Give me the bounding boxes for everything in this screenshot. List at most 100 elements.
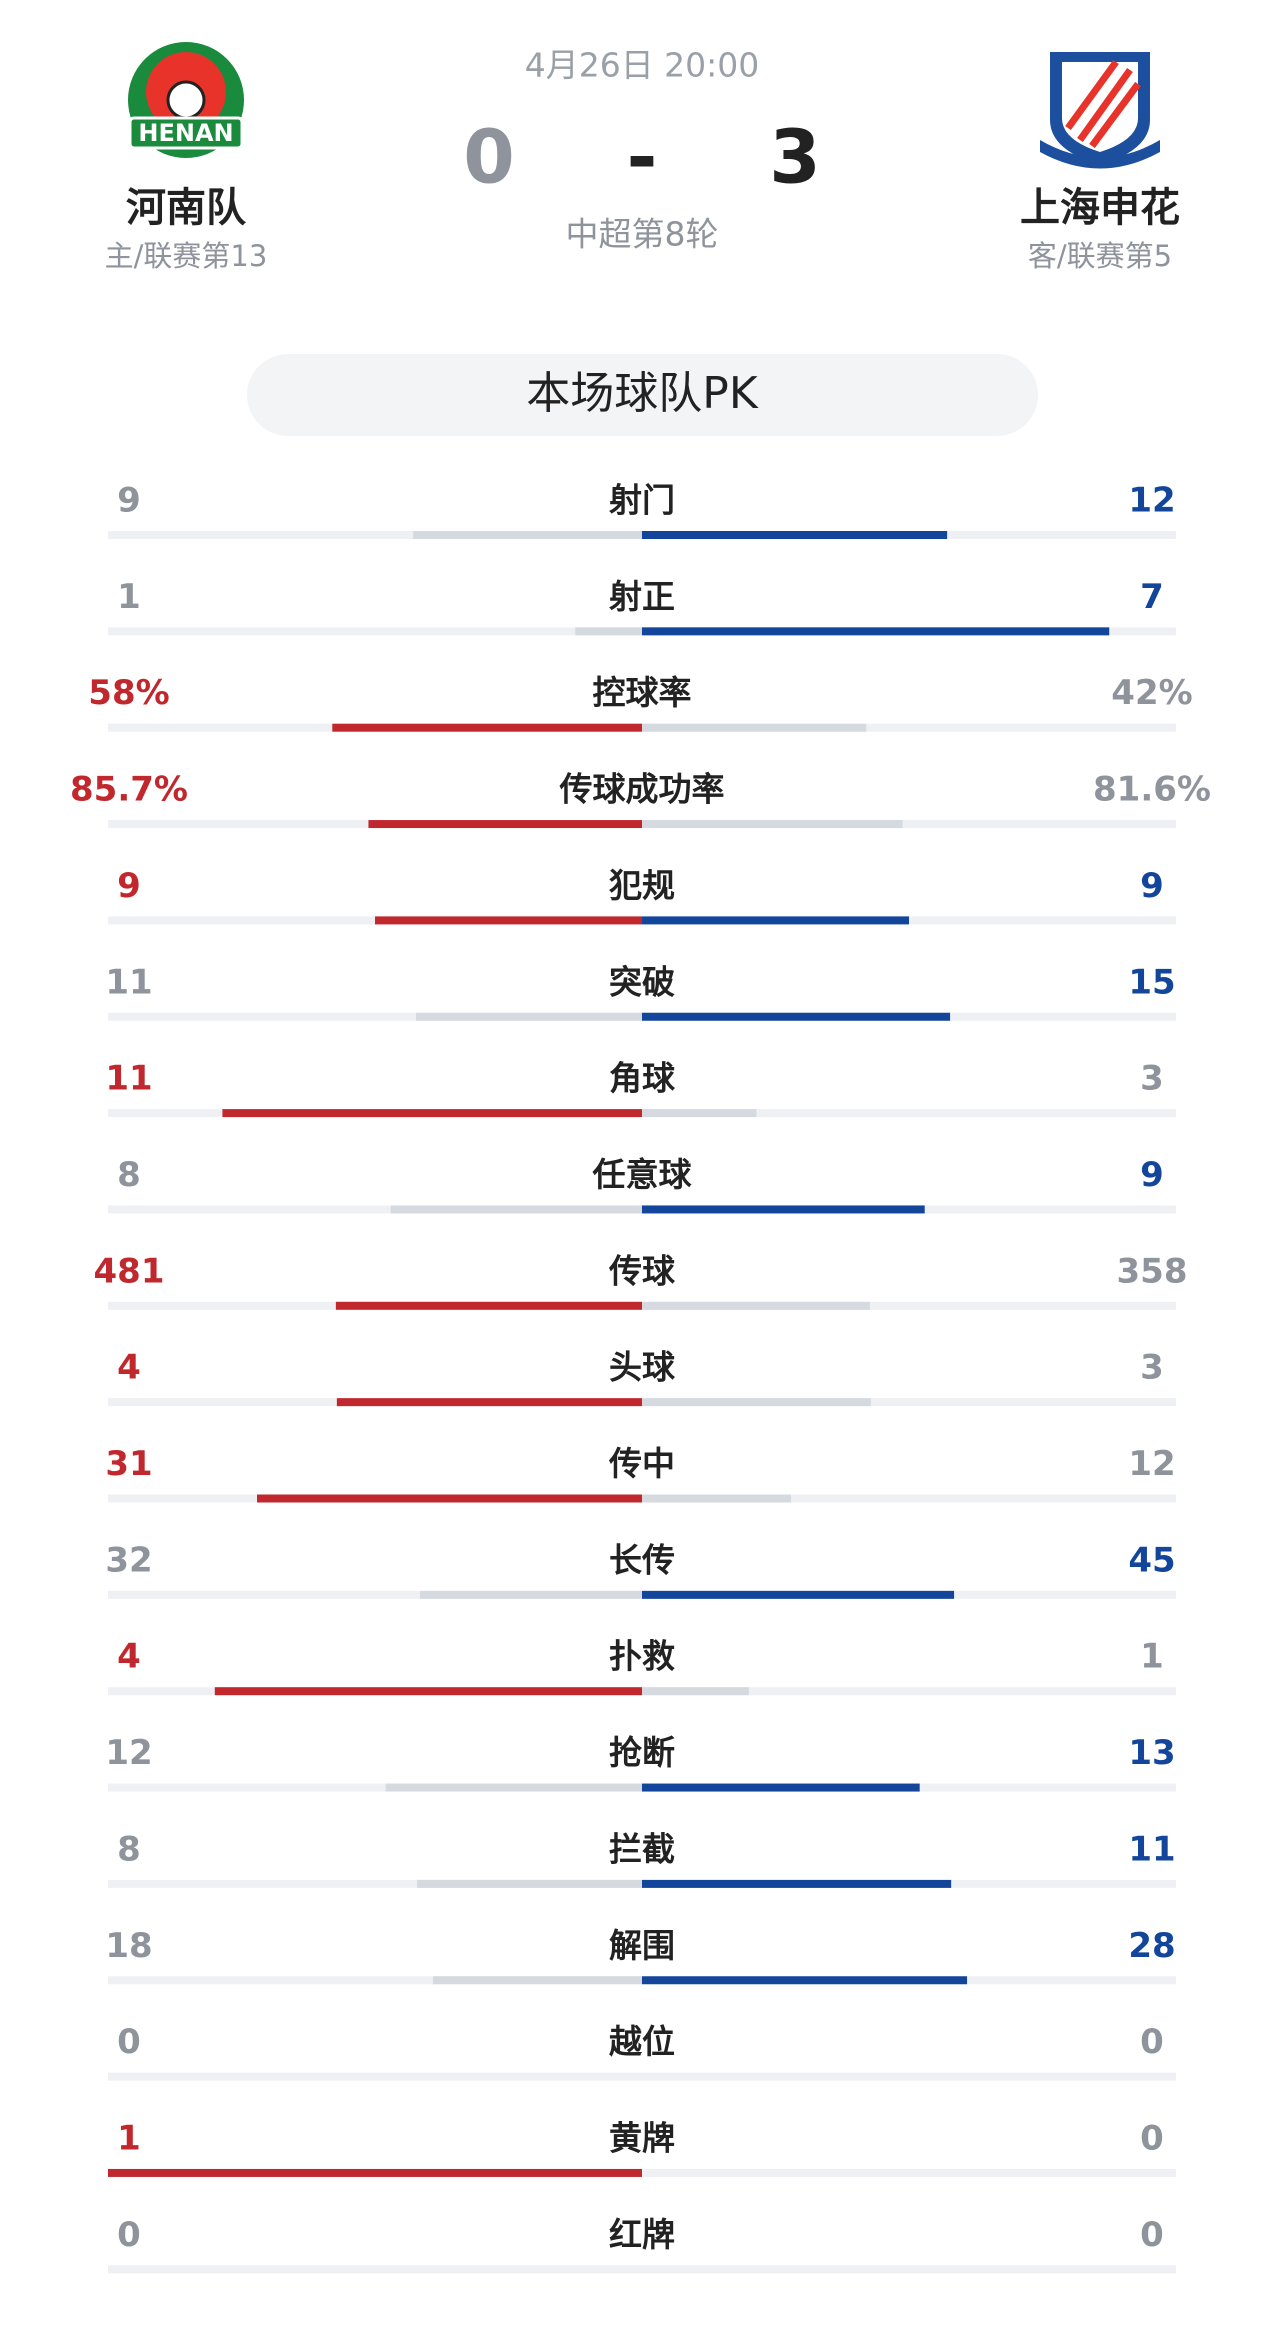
home-bar	[332, 723, 642, 732]
home-value: 11	[105, 1059, 152, 1099]
home-name: 河南队	[126, 185, 247, 231]
away-bar	[642, 1398, 871, 1407]
home-bar	[257, 1494, 642, 1503]
home-value: 9	[117, 866, 141, 906]
away-value: 9	[1140, 1155, 1164, 1195]
away-name: 上海申花	[1020, 185, 1180, 231]
away-value: 7	[1140, 577, 1164, 617]
section-pill	[247, 354, 1038, 436]
stat-label: 黄牌	[609, 2118, 675, 2157]
away-value: 13	[1128, 1733, 1175, 1773]
away-logo	[1040, 52, 1160, 169]
home-value: 1	[117, 2118, 141, 2158]
home-logo: HENAN	[128, 42, 244, 158]
home-bar	[222, 1109, 642, 1118]
home-score: 0	[463, 115, 515, 201]
bar-track	[108, 2072, 1176, 2081]
home-value: 31	[105, 1444, 152, 1484]
stat-label: 控球率	[593, 673, 692, 712]
home-info: 主/联赛第13	[105, 239, 268, 273]
away-value: 358	[1117, 1251, 1188, 1291]
home-bar	[336, 1398, 642, 1407]
stat-label: 抢断	[609, 1733, 675, 1772]
away-bar	[642, 1590, 955, 1599]
away-bar	[642, 1976, 968, 1985]
home-value: 18	[105, 1926, 152, 1966]
score-separator: -	[627, 115, 658, 201]
away-value: 0	[1140, 2118, 1164, 2158]
home-value: 8	[117, 1829, 141, 1869]
round: 中超第8轮	[566, 215, 719, 254]
home-bar	[390, 1205, 642, 1214]
stat-label: 犯规	[609, 866, 675, 905]
stat-label: 射门	[609, 481, 675, 520]
home-bar	[417, 1879, 642, 1888]
home-bar	[375, 916, 642, 925]
home-value: 32	[105, 1540, 152, 1580]
home-bar	[214, 1687, 643, 1696]
stat-label: 射正	[609, 577, 675, 616]
away-value: 15	[1128, 962, 1175, 1002]
away-value: 81.6%	[1093, 770, 1211, 810]
away-value: 0	[1140, 2022, 1164, 2062]
away-bar	[642, 916, 909, 925]
away-value: 12	[1128, 481, 1175, 521]
stat-label: 扑救	[609, 1637, 675, 1676]
home-bar	[368, 820, 642, 829]
stat-label: 长传	[609, 1540, 675, 1579]
away-bar	[642, 1205, 925, 1214]
away-bar	[642, 1687, 749, 1696]
home-bar	[385, 1783, 642, 1792]
away-score: 3	[769, 115, 821, 201]
away-value: 28	[1128, 1926, 1175, 1966]
home-bar	[108, 2168, 642, 2177]
home-bar	[335, 1301, 642, 1310]
away-value: 0	[1140, 2215, 1164, 2255]
away-bar	[642, 1012, 951, 1021]
stat-label: 红牌	[609, 2215, 675, 2254]
home-value: 11	[105, 962, 152, 1002]
home-bar	[420, 1590, 642, 1599]
home-value: 85.7%	[70, 770, 188, 810]
stat-label: 头球	[609, 1348, 676, 1387]
home-value: 58%	[88, 673, 169, 713]
home-value: 4	[117, 1637, 141, 1677]
away-bar	[642, 723, 867, 732]
away-bar	[642, 1783, 920, 1792]
section-title: 本场球队PK	[526, 368, 759, 419]
away-value: 3	[1140, 1059, 1164, 1099]
away-bar	[642, 1109, 757, 1118]
home-value: 481	[94, 1251, 165, 1291]
away-value: 11	[1128, 1829, 1175, 1869]
stat-label: 传中	[608, 1444, 675, 1483]
stat-label: 传球	[608, 1251, 676, 1290]
away-bar	[642, 531, 948, 539]
home-bar	[433, 1976, 642, 1985]
away-value: 12	[1128, 1444, 1175, 1484]
home-bar	[416, 1012, 642, 1021]
away-value: 3	[1140, 1348, 1164, 1388]
stat-label: 越位	[609, 2022, 675, 2061]
stat-label: 传球成功率	[559, 770, 725, 809]
bar-track	[108, 2265, 1176, 2274]
away-bar	[642, 627, 1110, 636]
stat-label: 解围	[609, 1926, 675, 1965]
stat-label: 任意球	[593, 1155, 693, 1194]
home-value: 1	[117, 577, 141, 617]
home-value: 8	[117, 1155, 141, 1195]
home-value: 0	[117, 2215, 141, 2255]
stat-label: 突破	[609, 962, 675, 1001]
logo-text: HENAN	[138, 119, 233, 147]
home-value: 0	[117, 2022, 141, 2062]
away-info: 客/联赛第5	[1028, 239, 1172, 273]
away-value: 1	[1140, 1637, 1164, 1677]
stat-label: 拦截	[609, 1829, 675, 1868]
away-value: 42%	[1111, 673, 1192, 713]
stat-label: 角球	[609, 1059, 676, 1098]
home-value: 4	[117, 1348, 141, 1388]
away-bar	[642, 1494, 792, 1503]
away-value: 45	[1128, 1540, 1175, 1580]
home-value: 12	[105, 1733, 152, 1773]
away-bar	[642, 1879, 952, 1888]
